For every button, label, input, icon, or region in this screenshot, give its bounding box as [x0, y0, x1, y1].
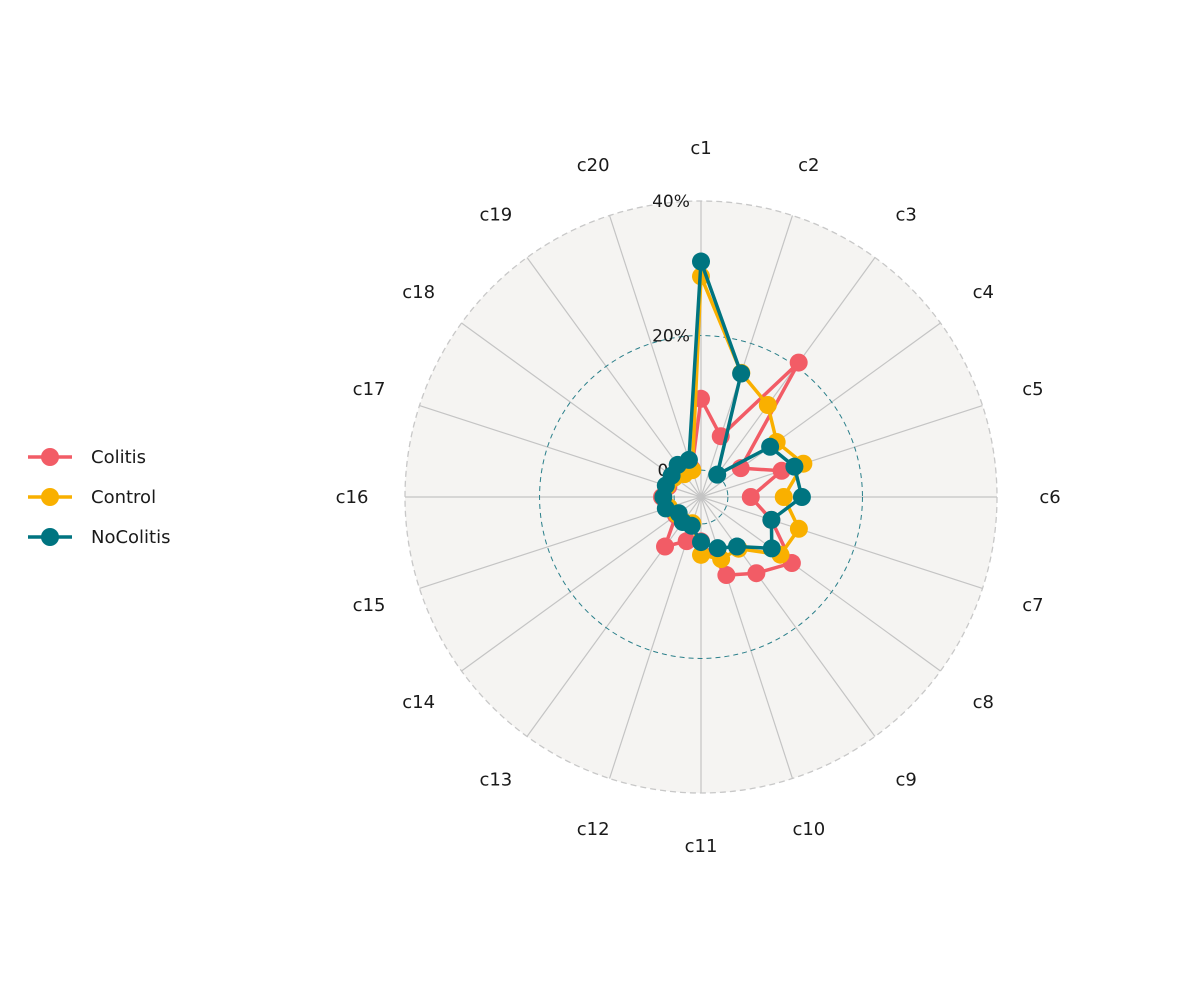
- spoke-c7: [700, 496, 983, 590]
- spoke-c8: [700, 496, 941, 672]
- category-label: c13: [479, 769, 512, 790]
- series-group: [652, 252, 813, 585]
- spoke-c17: [419, 404, 702, 498]
- category-label: c18: [402, 282, 435, 303]
- legend-label: Colitis: [91, 447, 146, 468]
- category-label: c8: [973, 692, 994, 713]
- spoke-c20: [608, 215, 702, 498]
- radial-tick-label: 20%: [652, 327, 690, 347]
- data-point: [727, 537, 746, 556]
- data-point: [677, 532, 696, 551]
- data-point: [789, 519, 808, 538]
- data-point: [789, 353, 808, 372]
- data-point: [708, 539, 727, 558]
- data-point: [758, 396, 777, 415]
- legend-swatch-marker: [41, 528, 59, 546]
- data-point: [679, 450, 698, 469]
- data-point: [762, 539, 781, 558]
- category-label: c6: [1039, 487, 1060, 508]
- legend-label: Control: [91, 487, 156, 508]
- category-label: c4: [973, 282, 994, 303]
- data-point: [717, 566, 736, 585]
- spoke-c9: [700, 496, 876, 737]
- category-label: c17: [353, 379, 386, 400]
- spoke-c15: [419, 496, 702, 590]
- category-label: c20: [577, 155, 610, 176]
- radar-rings: [539, 335, 863, 659]
- legend: Colitis Control NoColitis: [28, 447, 171, 548]
- category-label: c7: [1022, 595, 1043, 616]
- category-label: c2: [798, 155, 819, 176]
- spoke-c3: [700, 257, 876, 498]
- category-label: c5: [1022, 379, 1043, 400]
- data-point: [708, 465, 727, 484]
- grid-ring: [673, 469, 729, 525]
- legend-item: Colitis: [28, 447, 146, 468]
- data-point: [747, 564, 766, 583]
- category-labels: c1 c2 c3 c4 c5 c6 c7 c8 c9 c10 c11 c12 c13 c14 c15 c16 c…: [336, 138, 1061, 857]
- data-point: [692, 533, 710, 552]
- legend-swatch-marker: [41, 448, 59, 466]
- data-point: [692, 252, 710, 271]
- spoke-c2: [700, 215, 794, 498]
- category-label: c11: [685, 836, 718, 857]
- spoke-c18: [461, 322, 702, 498]
- data-point: [762, 510, 781, 529]
- spoke-c19: [526, 257, 702, 498]
- category-label: c12: [577, 819, 610, 840]
- series-nocolitis: [654, 252, 811, 558]
- spoke-c13: [526, 496, 702, 737]
- category-label: c10: [792, 819, 825, 840]
- data-point: [692, 545, 710, 564]
- grid-ring: [539, 335, 863, 659]
- category-label: c9: [895, 769, 916, 790]
- spoke-c5: [700, 404, 983, 498]
- legend-item: NoColitis: [28, 527, 171, 548]
- data-point: [792, 488, 811, 506]
- data-point: [774, 488, 793, 506]
- category-label: c3: [895, 205, 916, 226]
- legend-swatch-marker: [41, 488, 59, 506]
- category-label: c16: [336, 487, 369, 508]
- data-point: [741, 488, 760, 506]
- data-point: [761, 437, 780, 456]
- data-point: [785, 457, 804, 476]
- category-label: c19: [479, 205, 512, 226]
- category-label: c15: [353, 595, 386, 616]
- legend-label: NoColitis: [91, 527, 171, 548]
- spoke-c14: [461, 496, 702, 672]
- category-label: c14: [402, 692, 435, 713]
- data-point: [656, 537, 675, 556]
- radial-tick-label: 40%: [652, 192, 690, 212]
- category-label: c1: [690, 138, 711, 159]
- legend-item: Control: [28, 487, 156, 508]
- data-point: [732, 364, 751, 383]
